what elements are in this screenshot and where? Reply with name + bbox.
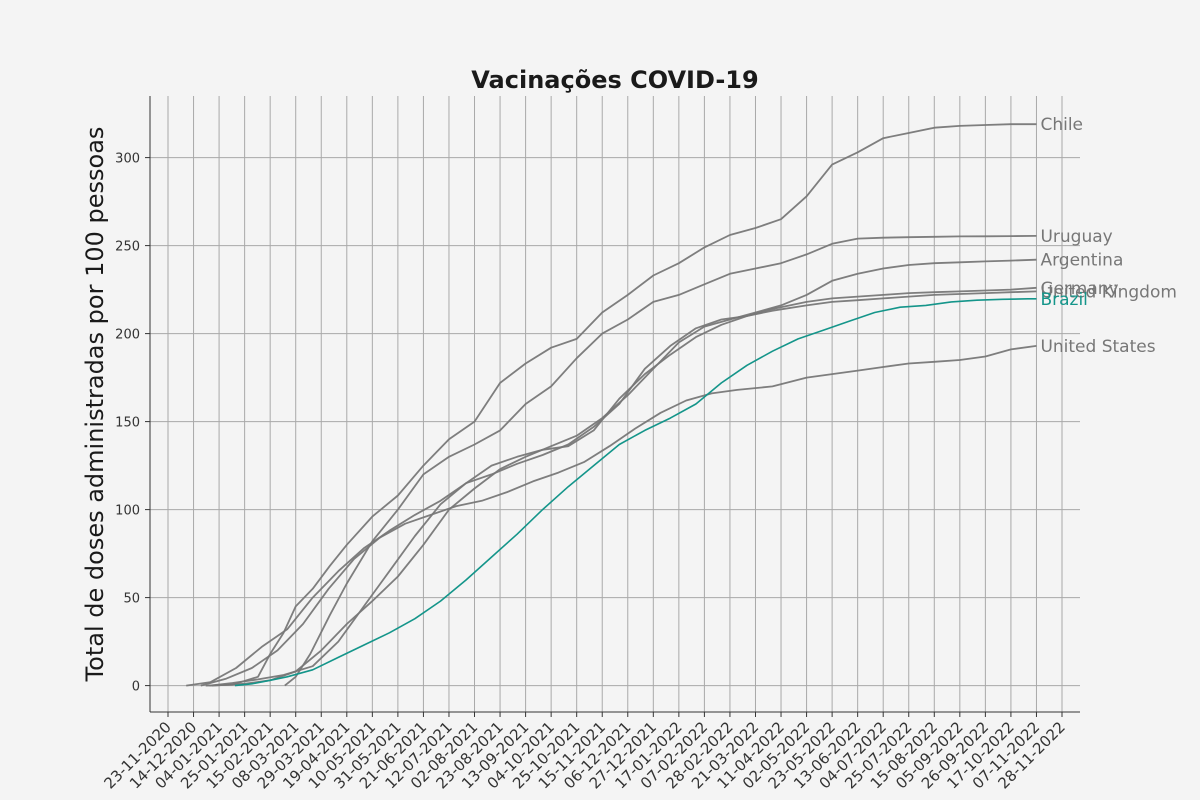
- y-tick-label: 150: [115, 416, 140, 431]
- series-line-germany: [209, 286, 1037, 687]
- y-tick-label: 50: [123, 592, 140, 607]
- y-axis-label: Total de doses administradas por 100 pes…: [81, 127, 109, 683]
- series-line-brazil: [234, 298, 1037, 687]
- y-tick-label: 300: [115, 152, 140, 167]
- series-line-united-kingdom: [186, 290, 1037, 687]
- y-tick-label: 250: [115, 240, 140, 255]
- y-tick-label: 100: [115, 504, 140, 519]
- series-line-uruguay: [284, 235, 1037, 687]
- series-label-argentina: Argentina: [1040, 251, 1123, 271]
- series-line-argentina: [211, 258, 1037, 687]
- chart-title: Vacinações COVID-19: [471, 66, 758, 94]
- series-lines: [186, 123, 1037, 687]
- series-label-brazil: Brazil: [1040, 290, 1087, 310]
- y-tick-label: 200: [115, 328, 140, 343]
- series-line-chile: [205, 123, 1037, 687]
- series-line-united-states: [200, 345, 1037, 687]
- series-label-united-kingdom: United Kingdom: [1040, 282, 1176, 302]
- series-label-united-states: United States: [1040, 337, 1155, 357]
- series-label-uruguay: Uruguay: [1040, 227, 1112, 247]
- grid: [150, 96, 1080, 712]
- axes: 23-11-202014-12-202004-01-202125-01-2021…: [100, 96, 1080, 792]
- series-label-germany: Germany: [1040, 279, 1118, 299]
- series-label-chile: Chile: [1040, 115, 1083, 135]
- y-tick-label: 0: [132, 680, 140, 695]
